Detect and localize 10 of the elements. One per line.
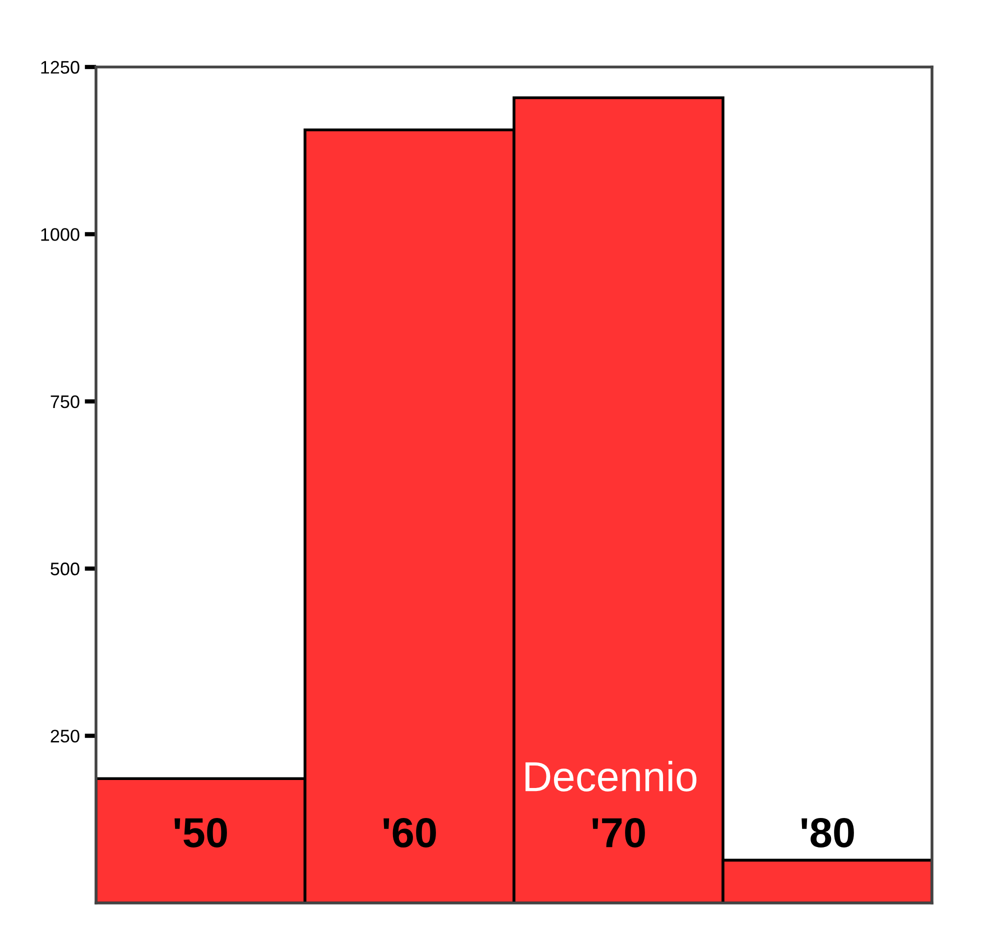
x-tick-label: '70 bbox=[592, 818, 645, 848]
x-tick-label: '50 bbox=[174, 818, 227, 848]
x-tick-label: '80 bbox=[802, 818, 854, 848]
y-tick-label: 750 bbox=[50, 395, 80, 408]
y-tick-label: 1250 bbox=[41, 60, 80, 74]
x-axis-title: Decennio bbox=[526, 760, 696, 792]
y-tick-label: 250 bbox=[50, 730, 80, 743]
x-tick-label: '60 bbox=[384, 818, 436, 848]
y-tick-label: 500 bbox=[50, 562, 80, 576]
y-tick-label: 1000 bbox=[41, 228, 80, 241]
